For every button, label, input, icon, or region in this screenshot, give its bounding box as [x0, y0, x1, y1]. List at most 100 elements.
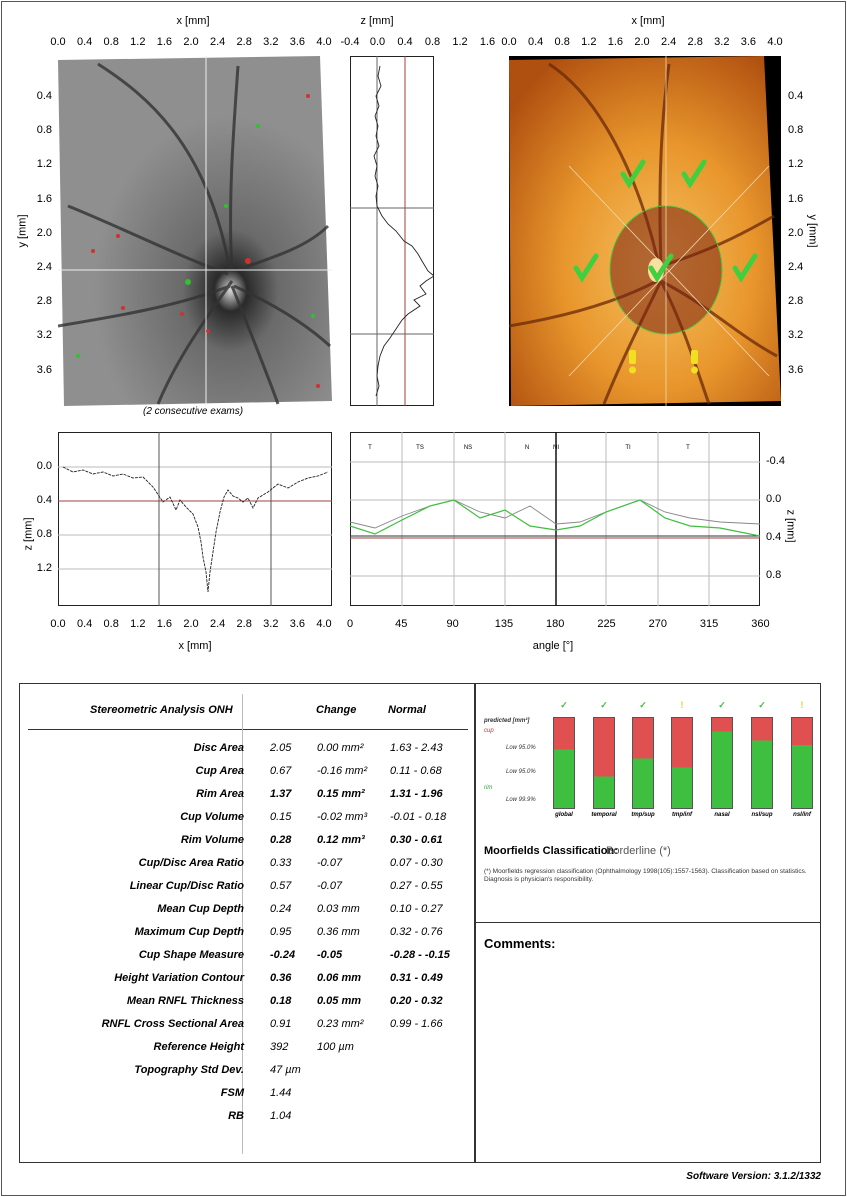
bl-x-tick: 1.2 — [130, 618, 146, 630]
sector-bar-label: tmp/inf — [672, 812, 692, 818]
y-tick-left: 0.8 — [36, 124, 52, 137]
x-tick-right: 2.4 — [660, 36, 677, 48]
row-value: 0.24 — [270, 903, 292, 915]
moorfields-classification-label: Moorfields Classification: — [484, 845, 618, 857]
x-tick-right: 1.2 — [581, 36, 597, 48]
x-tick-left: 2.0 — [183, 36, 199, 48]
row-normal: 0.32 - 0.76 — [390, 926, 443, 938]
bl-x-tick: 3.6 — [289, 618, 306, 630]
br-x-tick: 270 — [648, 618, 667, 630]
stereometric-table: Stereometric Analysis ONH Change Normal … — [19, 683, 475, 1163]
x-axis-title-left: x [mm] — [176, 15, 210, 27]
row-value: 0.95 — [270, 926, 292, 938]
row-normal: 1.63 - 2.43 — [390, 742, 443, 754]
x-tick-right: 4.0 — [767, 36, 783, 48]
comments-label: Comments: — [484, 936, 556, 951]
x-tick-left: 0.8 — [103, 36, 119, 48]
row-normal: 0.10 - 0.27 — [390, 903, 443, 915]
row-value: 0.57 — [270, 880, 292, 892]
bl-x-title: x [mm] — [178, 640, 212, 652]
row-change: -0.16 mm² — [317, 765, 368, 777]
sector-bar-label: global — [555, 812, 573, 818]
lim-label-1: Low 95.0% — [506, 745, 536, 751]
br-x-tick: 180 — [546, 618, 565, 630]
table-row: Cup/Disc Area Ratio 0.33 -0.07 0.07 - 0.30 — [20, 857, 474, 879]
br-x-tick: 0 — [346, 618, 354, 630]
y-tick-right: 0.4 — [788, 90, 804, 102]
row-label: Rim Area — [196, 788, 244, 800]
row-normal: 0.07 - 0.30 — [390, 857, 443, 869]
moorfields-graph: predicted [mm²] cup Low 95.0% Low 95.0% … — [476, 684, 822, 819]
br-x-tick: 90 — [446, 618, 459, 630]
sector-label: NI — [553, 445, 559, 451]
sector-bar — [751, 717, 773, 809]
bl-x-tick: 0.0 — [50, 618, 66, 630]
warning-icon: ! — [680, 700, 684, 710]
x-tick-right: 0.4 — [527, 36, 544, 48]
y-tick-left: 2.0 — [36, 226, 52, 239]
row-label: Cup/Disc Area Ratio — [138, 857, 244, 869]
y-tick-left: 2.8 — [36, 295, 52, 308]
y-tick-left: 3.6 — [36, 363, 52, 376]
row-value: 47 µm — [270, 1064, 301, 1076]
bl-y-tick: 0.8 — [36, 528, 52, 540]
y-axis-title-right: y [mm] — [806, 214, 819, 248]
z-tick-top: 0.0 — [369, 36, 386, 48]
br-y-title: z [mm] — [784, 509, 797, 543]
x-axis-title-right: x [mm] — [631, 15, 665, 27]
reflectance-image — [58, 56, 332, 406]
row-value: 1.37 — [270, 788, 292, 800]
bl-x-tick: 3.2 — [263, 618, 279, 630]
y-tick-left: 3.2 — [36, 329, 52, 342]
sector-bar-label: temporal — [591, 812, 617, 818]
row-label: Rim Volume — [180, 834, 244, 846]
row-label: Height Variation Contour — [114, 972, 244, 984]
br-x-tick: 315 — [699, 618, 719, 630]
y-axis-title-left: y [mm] — [16, 214, 29, 248]
bl-x-tick: 0.4 — [76, 618, 93, 630]
row-label: Disc Area — [193, 742, 244, 754]
comments-area[interactable] — [484, 956, 812, 1156]
row-change: -0.02 mm³ — [317, 811, 368, 823]
row-label: Maximum Cup Depth — [134, 926, 244, 938]
row-value: 1.04 — [270, 1110, 292, 1122]
row-change: 0.23 mm² — [317, 1018, 364, 1030]
z-tick-top: 0.8 — [424, 36, 441, 48]
y-tick-left: 0.4 — [36, 90, 52, 102]
sector-bar — [632, 717, 654, 809]
row-label: Linear Cup/Disc Ratio — [129, 880, 244, 892]
y-tick-left: 1.6 — [36, 192, 52, 205]
y-tick-left: 1.2 — [36, 158, 52, 171]
row-change: -0.07 — [317, 857, 343, 869]
row-label: Reference Height — [153, 1041, 244, 1053]
row-change: 0.05 mm — [317, 995, 362, 1007]
sector-bar — [791, 717, 813, 809]
row-change: 0.00 mm² — [317, 742, 364, 754]
z-tick-top: -0.4 — [340, 36, 360, 48]
x-tick-right: 2.0 — [634, 36, 650, 48]
bl-x-tick: 2.4 — [209, 618, 226, 630]
z-profile-chart — [350, 56, 434, 406]
br-y-tick: 0.4 — [766, 531, 782, 543]
row-value: 1.44 — [270, 1087, 292, 1099]
y-tick-right: 0.8 — [788, 124, 804, 137]
row-normal: 0.30 - 0.61 — [390, 834, 443, 846]
br-x-title: angle [°] — [532, 640, 574, 652]
check-icon: ✓ — [600, 700, 608, 710]
sector-label: T — [686, 445, 690, 451]
table-row: Cup Shape Measure -0.24 -0.05 -0.28 - -0.15 — [20, 949, 474, 971]
row-change: 0.03 mm — [317, 903, 360, 915]
col-normal-header: Normal — [388, 704, 426, 716]
topography-image — [509, 56, 781, 406]
row-value: 0.28 — [270, 834, 292, 846]
table-row: Height Variation Contour 0.36 0.06 mm 0.31 … — [20, 972, 474, 994]
check-icon: ✓ — [560, 700, 568, 710]
row-label: Mean Cup Depth — [157, 903, 244, 915]
sector-bar — [553, 717, 575, 809]
row-label: RB — [228, 1110, 244, 1122]
row-label: Topography Std Dev. — [134, 1064, 244, 1076]
x-tick-left: 0.4 — [76, 36, 93, 48]
br-y-tick: 0.0 — [766, 493, 782, 505]
table-row: Cup Volume 0.15 -0.02 mm³ -0.01 - 0.18 — [20, 811, 474, 833]
